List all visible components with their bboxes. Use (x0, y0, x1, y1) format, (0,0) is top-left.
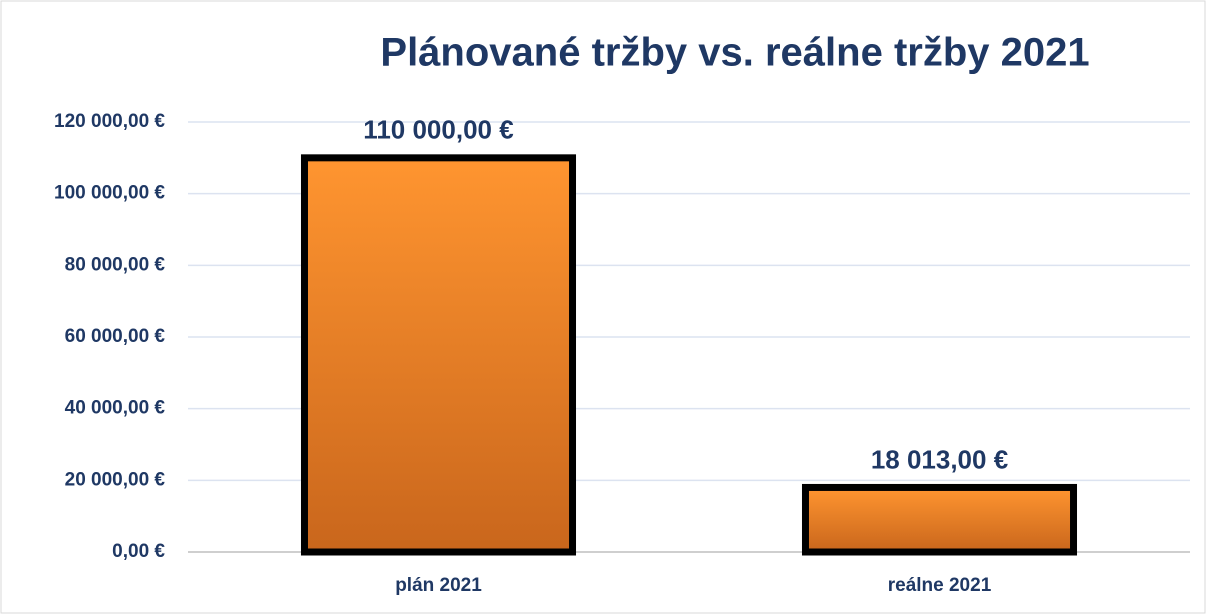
data-label: 18 013,00 € (871, 444, 1008, 474)
y-tick-label: 20 000,00 € (65, 469, 166, 490)
data-label: 110 000,00 € (363, 115, 513, 145)
y-tick-label: 0,00 € (112, 541, 165, 562)
bar (300, 154, 577, 556)
x-tick-label: reálne 2021 (888, 575, 992, 596)
y-tick-label: 60 000,00 € (65, 326, 166, 347)
chart-title: Plánované tržby vs. reálne tržby 2021 (380, 31, 1089, 75)
y-tick-label: 100 000,00 € (54, 183, 165, 204)
y-tick-label: 120 000,00 € (54, 111, 165, 132)
y-tick-label: 80 000,00 € (65, 254, 166, 275)
x-tick-label: plán 2021 (395, 575, 482, 596)
y-tick-label: 40 000,00 € (65, 398, 166, 419)
bar (801, 483, 1078, 556)
